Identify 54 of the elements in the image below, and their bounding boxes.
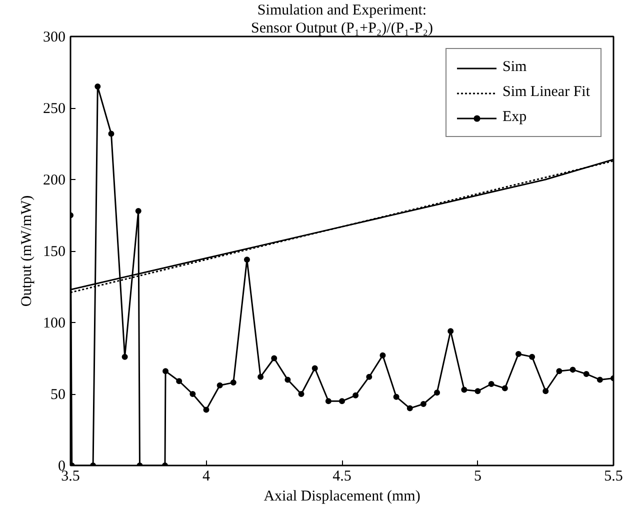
chart-title: Simulation and Experiment: [257, 2, 427, 18]
x-tick-label: 4 [202, 468, 210, 484]
point [176, 378, 182, 384]
x-axis-title: Axial Displacement (mm) [264, 488, 420, 504]
point [474, 388, 481, 394]
point [108, 130, 114, 137]
point [190, 391, 196, 397]
point [135, 208, 142, 214]
point [529, 354, 536, 360]
point [502, 385, 508, 392]
point [406, 405, 413, 412]
point [515, 350, 522, 357]
point [596, 376, 603, 383]
point [461, 386, 468, 393]
point [434, 390, 440, 396]
point [325, 398, 332, 404]
point [339, 398, 345, 404]
point [298, 391, 304, 397]
point [271, 355, 278, 362]
point [312, 365, 318, 372]
point [216, 382, 223, 388]
point [122, 354, 128, 360]
y-tick-label: 150 [43, 244, 66, 260]
y-tick-label: 250 [43, 101, 66, 117]
legend-label: Exp [502, 109, 527, 126]
y-axis-title: Output (mW/mW) [19, 195, 35, 307]
legend-label: Sim Linear Fit [502, 84, 590, 101]
point [542, 388, 549, 394]
point [244, 256, 250, 263]
chart-subtitle: Sensor Output (P₁+P₂)/(P₁-P₂) [251, 20, 433, 36]
x-tick-label: 5.5 [604, 468, 623, 484]
point [284, 376, 291, 383]
y-tick-label: 50 [50, 387, 66, 403]
point [352, 392, 359, 398]
point [366, 374, 372, 380]
point [420, 401, 426, 408]
x-tick-label: 4.5 [332, 468, 352, 484]
point [380, 352, 386, 358]
y-tick-label: 300 [43, 30, 66, 46]
point [583, 370, 590, 377]
point [556, 368, 562, 374]
x-tick-label: 5 [474, 468, 482, 484]
point [448, 328, 454, 334]
point [203, 406, 210, 413]
point [162, 368, 169, 374]
point [258, 374, 264, 380]
point [393, 394, 400, 400]
point [230, 380, 236, 386]
y-tick-label: 100 [43, 316, 66, 332]
y-tick-label: 200 [43, 172, 66, 188]
point [570, 366, 576, 373]
legend-label: Sim [502, 59, 527, 76]
point [94, 84, 101, 90]
point [488, 380, 494, 387]
